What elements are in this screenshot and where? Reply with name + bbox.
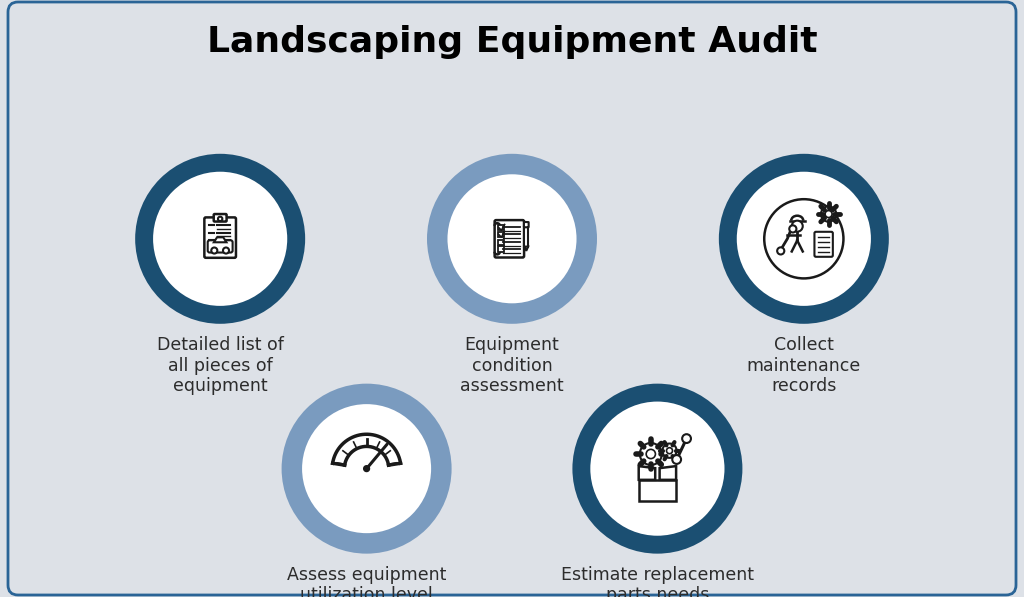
FancyBboxPatch shape	[499, 239, 504, 245]
Circle shape	[764, 199, 844, 278]
Circle shape	[777, 247, 784, 254]
Circle shape	[153, 172, 288, 306]
Circle shape	[135, 154, 305, 324]
Circle shape	[825, 211, 833, 217]
Text: Collect
maintenance
records: Collect maintenance records	[746, 336, 861, 395]
FancyBboxPatch shape	[214, 214, 226, 221]
Circle shape	[364, 466, 370, 472]
FancyBboxPatch shape	[499, 225, 504, 230]
Circle shape	[736, 172, 871, 306]
Polygon shape	[639, 466, 655, 480]
Text: Estimate replacement
parts needs: Estimate replacement parts needs	[561, 565, 754, 597]
Circle shape	[790, 225, 797, 232]
Polygon shape	[639, 480, 676, 501]
Circle shape	[218, 217, 222, 221]
Text: Assess equipment
utilization level: Assess equipment utilization level	[287, 565, 446, 597]
Circle shape	[211, 248, 217, 254]
Text: Detailed list of
all pieces of
equipment: Detailed list of all pieces of equipment	[157, 336, 284, 395]
FancyBboxPatch shape	[205, 217, 236, 258]
FancyBboxPatch shape	[499, 247, 504, 252]
Polygon shape	[659, 466, 676, 480]
Circle shape	[447, 174, 577, 303]
Circle shape	[682, 434, 691, 443]
Circle shape	[663, 444, 677, 458]
FancyBboxPatch shape	[8, 2, 1016, 595]
FancyBboxPatch shape	[208, 240, 232, 253]
Circle shape	[302, 404, 431, 533]
Circle shape	[282, 384, 452, 553]
Circle shape	[223, 248, 229, 254]
Circle shape	[646, 450, 655, 458]
Circle shape	[792, 221, 803, 232]
FancyBboxPatch shape	[499, 232, 504, 237]
Polygon shape	[214, 238, 226, 242]
Circle shape	[427, 154, 597, 324]
Circle shape	[590, 402, 725, 536]
Text: Landscaping Equipment Audit: Landscaping Equipment Audit	[207, 25, 817, 59]
Circle shape	[719, 154, 889, 324]
Circle shape	[667, 448, 673, 454]
Circle shape	[821, 207, 837, 221]
Circle shape	[572, 384, 742, 553]
FancyBboxPatch shape	[524, 227, 528, 247]
FancyBboxPatch shape	[495, 220, 524, 257]
Circle shape	[640, 443, 662, 465]
FancyBboxPatch shape	[814, 232, 833, 257]
Text: Equipment
condition
assessment: Equipment condition assessment	[460, 336, 564, 395]
Circle shape	[673, 455, 681, 464]
FancyBboxPatch shape	[524, 222, 528, 227]
Polygon shape	[524, 247, 528, 251]
